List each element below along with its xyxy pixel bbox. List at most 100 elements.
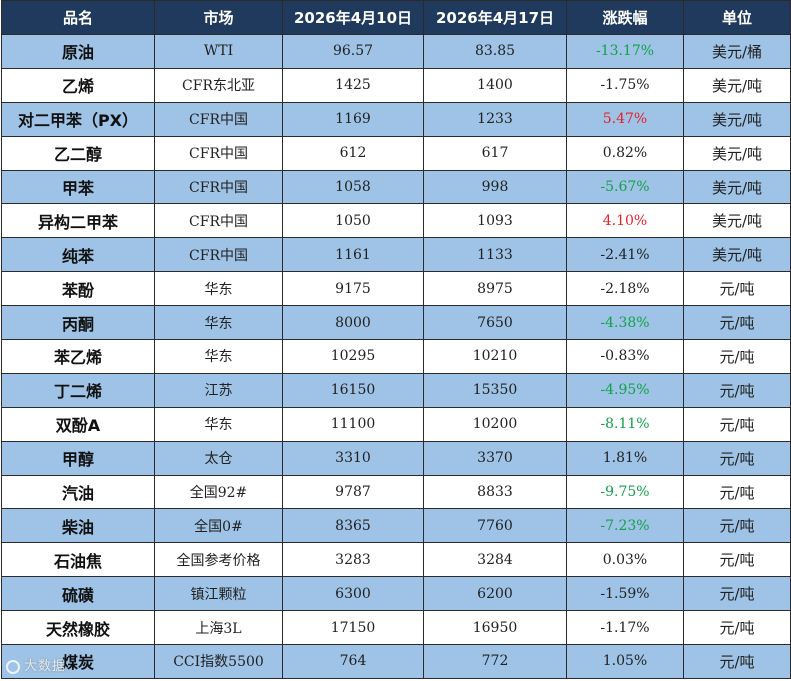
watermark-logo-icon bbox=[6, 659, 20, 674]
product-name-cell: 柴油 bbox=[1, 508, 155, 544]
table-header-row: 品名 市场 2026年4月10日 2026年4月17日 涨跌幅 单位 bbox=[1, 0, 791, 35]
change-cell: -9.75% bbox=[566, 474, 684, 510]
change-cell: 4.10% bbox=[566, 203, 684, 239]
price-date-1-cell: 1169 bbox=[282, 101, 424, 137]
product-name-cell: 硫磺 bbox=[1, 576, 155, 612]
price-date-1-cell: 11100 bbox=[282, 406, 424, 442]
header-product: 品名 bbox=[1, 0, 155, 35]
price-date-1-cell: 16150 bbox=[282, 372, 424, 408]
table-row: 硫磺 镇江颗粒 6300 6200 -1.59% 元/吨 bbox=[1, 576, 791, 612]
market-cell: WTI bbox=[154, 34, 283, 69]
header-date-2: 2026年4月17日 bbox=[423, 0, 567, 35]
table-row: 苯酚 华东 9175 8975 -2.18% 元/吨 bbox=[1, 271, 791, 307]
product-name-cell: 煤炭 bbox=[1, 644, 155, 679]
market-cell: CFR中国 bbox=[154, 203, 283, 239]
product-name-cell: 甲醇 bbox=[1, 440, 155, 476]
market-cell: CFR东北亚 bbox=[154, 67, 283, 103]
product-name-cell: 双酚A bbox=[1, 406, 155, 442]
unit-cell: 美元/吨 bbox=[683, 169, 791, 205]
watermark-text: 大数据 bbox=[24, 659, 67, 674]
table-row: 异构二甲苯 CFR中国 1050 1093 4.10% 美元/吨 bbox=[1, 203, 791, 239]
market-cell: 太仓 bbox=[154, 440, 283, 476]
price-date-1-cell: 3283 bbox=[282, 542, 424, 578]
product-name-cell: 原油 bbox=[1, 34, 155, 69]
market-cell: CFR中国 bbox=[154, 169, 283, 205]
product-name-cell: 天然橡胶 bbox=[1, 610, 155, 646]
table-row: 汽油 全国92# 9787 8833 -9.75% 元/吨 bbox=[1, 474, 791, 510]
table-row: 甲醇 太仓 3310 3370 1.81% 元/吨 bbox=[1, 440, 791, 476]
price-date-2-cell: 998 bbox=[423, 169, 567, 205]
price-date-1-cell: 1161 bbox=[282, 237, 424, 273]
unit-cell: 美元/吨 bbox=[683, 237, 791, 273]
unit-cell: 美元/桶 bbox=[683, 34, 791, 69]
price-date-1-cell: 96.57 bbox=[282, 34, 424, 69]
table-row: 煤炭 CCI指数5500 764 772 1.05% 元/吨 bbox=[1, 644, 791, 679]
price-date-1-cell: 17150 bbox=[282, 610, 424, 646]
price-date-2-cell: 7760 bbox=[423, 508, 567, 544]
market-cell: 华东 bbox=[154, 305, 283, 341]
price-date-1-cell: 1058 bbox=[282, 169, 424, 205]
unit-cell: 元/吨 bbox=[683, 644, 791, 679]
product-name-cell: 对二甲苯（PX） bbox=[1, 101, 155, 137]
price-date-1-cell: 9175 bbox=[282, 271, 424, 307]
table-row: 天然橡胶 上海3L 17150 16950 -1.17% 元/吨 bbox=[1, 610, 791, 646]
price-date-1-cell: 9787 bbox=[282, 474, 424, 510]
product-name-cell: 苯酚 bbox=[1, 271, 155, 307]
change-cell: -2.18% bbox=[566, 271, 684, 307]
change-cell: -4.95% bbox=[566, 372, 684, 408]
price-date-1-cell: 8365 bbox=[282, 508, 424, 544]
unit-cell: 元/吨 bbox=[683, 271, 791, 307]
product-name-cell: 纯苯 bbox=[1, 237, 155, 273]
price-date-2-cell: 1093 bbox=[423, 203, 567, 239]
table-row: 乙二醇 CFR中国 612 617 0.82% 美元/吨 bbox=[1, 135, 791, 171]
table-row: 苯乙烯 华东 10295 10210 -0.83% 元/吨 bbox=[1, 339, 791, 374]
product-name-cell: 苯乙烯 bbox=[1, 339, 155, 374]
price-date-2-cell: 16950 bbox=[423, 610, 567, 646]
table-row: 双酚A 华东 11100 10200 -8.11% 元/吨 bbox=[1, 406, 791, 442]
change-cell: -4.38% bbox=[566, 305, 684, 341]
product-name-cell: 石油焦 bbox=[1, 542, 155, 578]
price-date-1-cell: 8000 bbox=[282, 305, 424, 341]
change-cell: 1.81% bbox=[566, 440, 684, 476]
change-cell: 0.03% bbox=[566, 542, 684, 578]
change-cell: -1.75% bbox=[566, 67, 684, 103]
market-cell: CFR中国 bbox=[154, 237, 283, 273]
product-name-cell: 丁二烯 bbox=[1, 372, 155, 408]
price-date-2-cell: 3370 bbox=[423, 440, 567, 476]
change-cell: -2.41% bbox=[566, 237, 684, 273]
change-cell: 5.47% bbox=[566, 101, 684, 137]
price-date-2-cell: 772 bbox=[423, 644, 567, 679]
price-date-2-cell: 1233 bbox=[423, 101, 567, 137]
unit-cell: 元/吨 bbox=[683, 339, 791, 374]
price-date-2-cell: 15350 bbox=[423, 372, 567, 408]
unit-cell: 元/吨 bbox=[683, 508, 791, 544]
unit-cell: 美元/吨 bbox=[683, 135, 791, 171]
unit-cell: 元/吨 bbox=[683, 576, 791, 612]
product-name-cell: 汽油 bbox=[1, 474, 155, 510]
market-cell: 上海3L bbox=[154, 610, 283, 646]
header-date-1: 2026年4月10日 bbox=[282, 0, 424, 35]
watermark: 大数据 bbox=[6, 655, 66, 674]
change-cell: -13.17% bbox=[566, 34, 684, 69]
header-market: 市场 bbox=[154, 0, 283, 35]
price-date-1-cell: 6300 bbox=[282, 576, 424, 612]
unit-cell: 元/吨 bbox=[683, 440, 791, 476]
product-name-cell: 甲苯 bbox=[1, 169, 155, 205]
price-date-2-cell: 10210 bbox=[423, 339, 567, 374]
table-row: 石油焦 全国参考价格 3283 3284 0.03% 元/吨 bbox=[1, 542, 791, 578]
table-row: 丙酮 华东 8000 7650 -4.38% 元/吨 bbox=[1, 305, 791, 341]
price-date-2-cell: 10200 bbox=[423, 406, 567, 442]
change-cell: -1.59% bbox=[566, 576, 684, 612]
unit-cell: 元/吨 bbox=[683, 305, 791, 341]
change-cell: -7.23% bbox=[566, 508, 684, 544]
price-date-2-cell: 3284 bbox=[423, 542, 567, 578]
price-date-2-cell: 7650 bbox=[423, 305, 567, 341]
unit-cell: 元/吨 bbox=[683, 474, 791, 510]
header-change: 涨跌幅 bbox=[566, 0, 684, 35]
change-cell: -5.67% bbox=[566, 169, 684, 205]
price-date-1-cell: 1050 bbox=[282, 203, 424, 239]
price-date-2-cell: 1133 bbox=[423, 237, 567, 273]
market-cell: CCI指数5500 bbox=[154, 644, 283, 679]
market-cell: 全国92# bbox=[154, 474, 283, 510]
